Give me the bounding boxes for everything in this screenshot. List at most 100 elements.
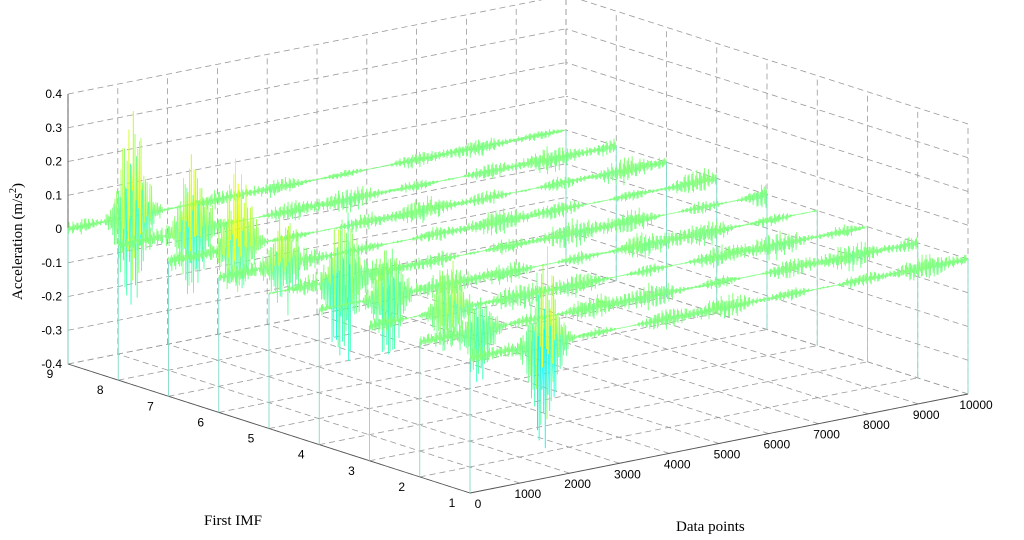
series-segment (420, 263, 422, 266)
series-segment (405, 285, 407, 288)
series-segment (490, 195, 492, 203)
series-segment (453, 177, 456, 179)
series-segment (404, 264, 406, 267)
series-segment (597, 175, 599, 179)
series-segment (457, 279, 459, 282)
series-segment (296, 205, 298, 210)
series-segment (268, 214, 271, 218)
series-segment (343, 251, 345, 253)
series-segment (558, 237, 560, 240)
series-segment (662, 188, 664, 191)
series-segment (348, 241, 350, 361)
series-segment (247, 190, 249, 194)
series-segment (259, 187, 261, 192)
series-segment (130, 165, 133, 305)
series-segment (191, 210, 193, 283)
series-segment (648, 217, 650, 222)
series-segment (687, 208, 689, 211)
series-segment (546, 133, 549, 136)
series-segment (223, 256, 225, 261)
series-segment (599, 200, 601, 203)
series-segment (620, 168, 623, 180)
series-segment (205, 197, 208, 241)
series-segment (342, 304, 344, 306)
series-segment (652, 165, 655, 167)
series-segment (564, 154, 566, 156)
series-segment (138, 141, 141, 246)
series-segment (268, 239, 270, 242)
series-segment (298, 233, 300, 237)
series-segment (549, 234, 551, 239)
series-segment (463, 147, 466, 152)
series-segment (114, 198, 116, 217)
series-segment (262, 235, 264, 245)
series-segment (118, 208, 120, 258)
series-segment (655, 215, 658, 219)
series-segment (74, 226, 76, 231)
series-segment (488, 275, 491, 278)
series-segment (233, 174, 235, 261)
series-segment (608, 223, 610, 232)
series-segment (380, 269, 382, 281)
series-segment (498, 242, 500, 250)
series-segment (593, 176, 595, 178)
series-segment (441, 228, 443, 235)
series-segment (397, 163, 399, 165)
series-segment (495, 142, 497, 148)
series-segment (263, 261, 265, 281)
series-segment (298, 246, 300, 271)
series-segment (183, 177, 185, 247)
series-segment (280, 210, 282, 217)
series-segment (275, 251, 277, 292)
series-segment (465, 175, 468, 177)
series-segment (346, 297, 348, 321)
series-segment (104, 219, 106, 222)
series-segment (298, 181, 300, 187)
floor-grid-line (319, 345, 818, 446)
floor-grid-line (218, 312, 717, 413)
series-segment (428, 156, 430, 162)
series-segment (380, 305, 382, 315)
back-wall-grid-line (67, 0, 543, 95)
series-segment (354, 258, 357, 264)
series-segment (703, 207, 705, 209)
series-segment (414, 184, 416, 189)
series-segment (394, 258, 396, 302)
series-segment (251, 190, 253, 193)
series-segment (155, 202, 157, 213)
series-segment (286, 184, 289, 189)
series-segment (411, 261, 414, 266)
series-segment (392, 216, 395, 219)
series-segment (546, 184, 548, 189)
series-segment (172, 261, 174, 263)
series-segment (126, 160, 129, 232)
series-segment (488, 270, 490, 278)
series-segment (402, 239, 404, 242)
series-segment (166, 225, 168, 239)
series-segment (555, 208, 557, 218)
series-segment (605, 172, 607, 179)
series-segment (547, 209, 549, 218)
series-segment (241, 272, 243, 278)
series-segment (153, 204, 156, 213)
series-segment (385, 218, 387, 221)
series-segment (656, 164, 658, 167)
series-segment (325, 274, 327, 305)
chart-series (67, 111, 969, 493)
series-segment (131, 165, 133, 191)
series-segment (158, 234, 161, 237)
series-segment (331, 257, 333, 342)
series-segment (352, 276, 355, 312)
series-segment (291, 256, 294, 290)
series-segment (558, 181, 560, 184)
series-segment (353, 171, 355, 174)
series-segment (321, 230, 323, 232)
series-segment (507, 140, 509, 142)
x-axis-line (469, 393, 969, 494)
series-segment (556, 154, 558, 166)
series-segment (508, 220, 511, 224)
series-segment (648, 161, 650, 168)
series-segment (599, 149, 602, 152)
series-segment (400, 264, 403, 305)
series-segment (489, 168, 491, 177)
